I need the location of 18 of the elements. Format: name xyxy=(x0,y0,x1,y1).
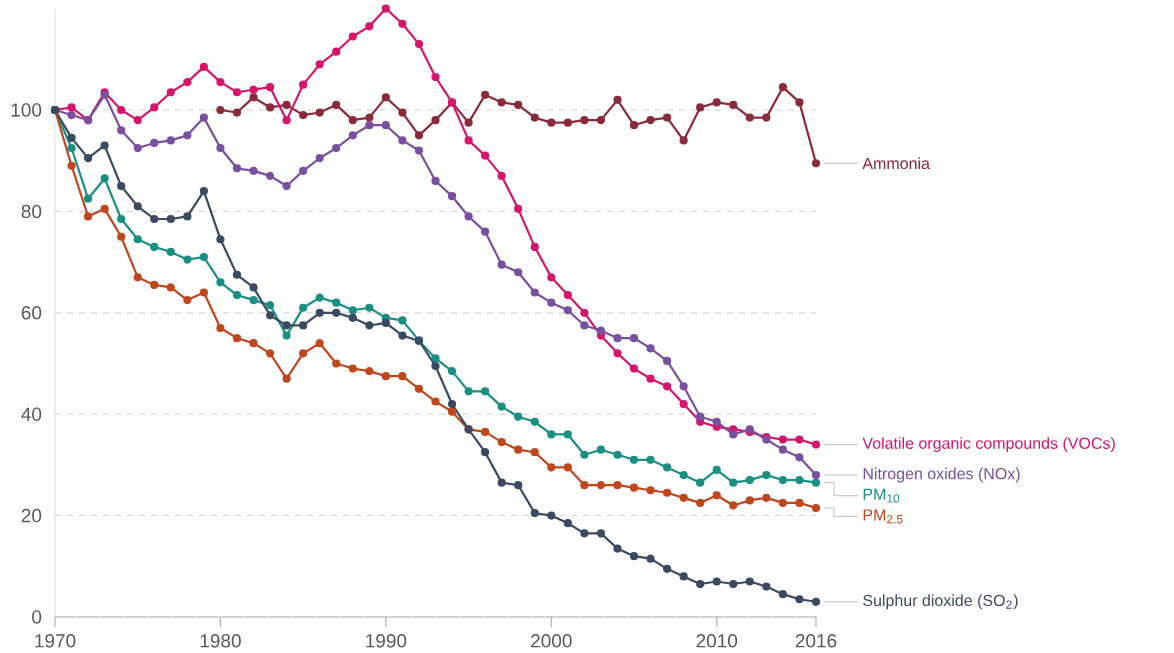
text: Sulphur dioxide (SO$_{2}$) xyxy=(863,594,1018,610)
text: Nitrogen oxides (NOx) xyxy=(863,467,1020,483)
x-tick-label: 2010 xyxy=(696,634,738,648)
y-tick-label: 60 xyxy=(21,306,42,320)
y-tick-label: 40 xyxy=(21,407,42,421)
text: Volatile organic compounds (VOCs) xyxy=(862,437,1115,453)
y-tick-label: 80 xyxy=(21,204,42,219)
text: PM$_{2.5}$ xyxy=(863,509,903,524)
y-tick-label: 100 xyxy=(11,103,42,117)
y-tick-label: 20 xyxy=(21,508,42,523)
x-tick-label: 1980 xyxy=(200,634,241,648)
x-tick-label: 2016 xyxy=(795,634,837,648)
x-tick-label: 1970 xyxy=(35,634,76,648)
text: Ammonia xyxy=(862,157,930,170)
text: PM$_{10}$ xyxy=(863,488,900,503)
x-tick-label: 1990 xyxy=(366,634,407,648)
y-tick-label: 0 xyxy=(32,610,42,624)
x-tick-label: 2000 xyxy=(531,634,572,648)
